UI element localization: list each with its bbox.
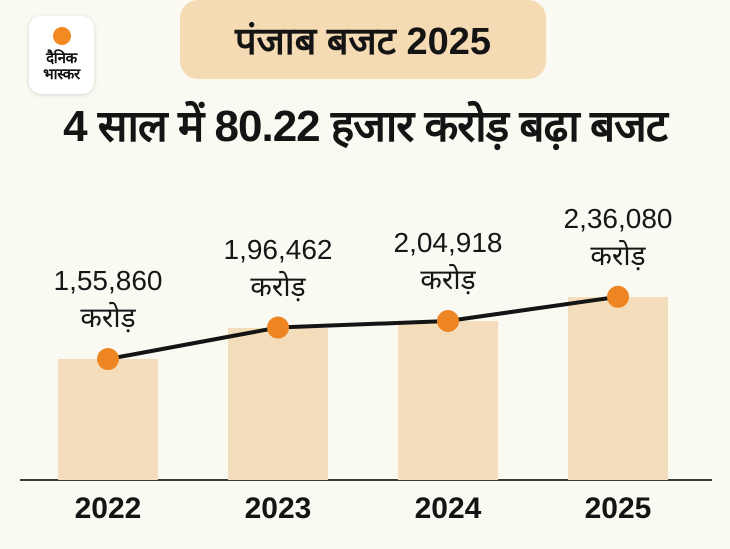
year-label-2022: 2022 — [74, 492, 142, 525]
value-label-2023: 1,96,462 करोड़ — [168, 231, 388, 305]
value-unit: करोड़ — [250, 270, 306, 302]
logo-text: दैनिक भास्कर — [43, 51, 80, 83]
brand-logo: दैनिक भास्कर — [29, 16, 94, 94]
year-label-2025: 2025 — [584, 492, 652, 525]
title-badge: पंजाब बजट 2025 — [180, 0, 546, 79]
value-unit: करोड़ — [420, 263, 476, 295]
value-number: 1,96,462 — [223, 233, 333, 265]
value-label-2022: 1,55,860 करोड़ — [0, 262, 218, 336]
bar-2022 — [58, 359, 158, 480]
value-number: 1,55,860 — [53, 265, 163, 297]
value-number: 2,36,080 — [563, 202, 673, 234]
bar-2024 — [398, 320, 498, 480]
year-label-2023: 2023 — [244, 492, 312, 525]
year-label-2024: 2024 — [414, 492, 482, 525]
x-axis-line — [20, 479, 712, 481]
headline: 4 साल में 80.22 हजार करोड़ बढ़ा बजट — [63, 102, 668, 151]
logo-sun-icon — [52, 27, 71, 45]
value-label-2024: 2,04,918 करोड़ — [338, 224, 558, 298]
value-label-2025: 2,36,080 करोड़ — [508, 200, 728, 274]
value-number: 2,04,918 — [393, 226, 503, 258]
bar-2025 — [568, 296, 668, 480]
logo-text-line2: भास्कर — [43, 66, 80, 83]
value-unit: करोड़ — [80, 302, 136, 334]
logo-text-line1: दैनिक — [46, 50, 77, 67]
bar-2023 — [228, 327, 328, 480]
value-unit: करोड़ — [590, 239, 646, 271]
